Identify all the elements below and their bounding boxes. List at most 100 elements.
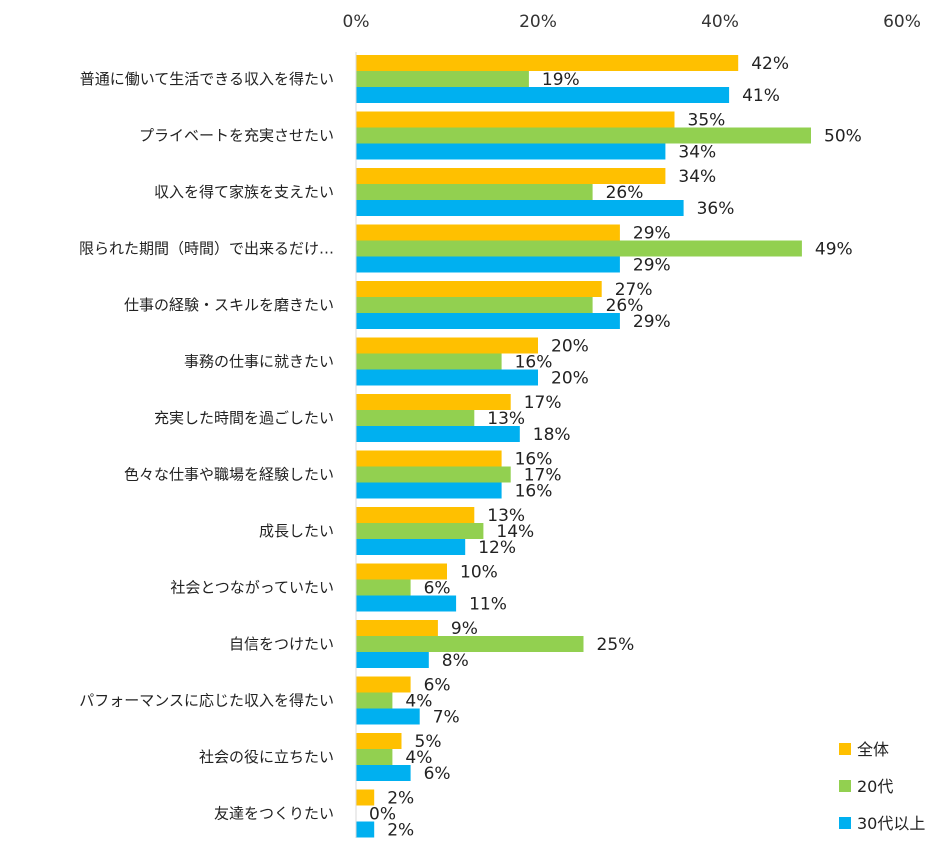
data-label: 35%: [688, 111, 726, 131]
bar-all: [356, 55, 739, 71]
data-label: 0%: [369, 805, 396, 825]
data-label: 8%: [442, 651, 469, 671]
category-label: パフォーマンスに応じた収入を得たい: [79, 692, 334, 710]
data-label: 18%: [533, 425, 571, 445]
bar-all: [356, 563, 447, 580]
bar-all: [356, 789, 375, 806]
category-label: 友達をつくりたい: [214, 805, 334, 823]
category-label: 社会の役に立ちたい: [199, 748, 334, 766]
legend-label: 全体: [857, 740, 889, 759]
data-label: 17%: [524, 466, 562, 486]
bar-20s: [356, 353, 502, 370]
bar-30s-plus: [356, 369, 538, 386]
bar-20s: [356, 579, 411, 596]
legend: 全体 20代 30代以上: [839, 740, 925, 833]
data-label: 26%: [606, 296, 644, 316]
data-label: 10%: [460, 563, 498, 583]
bar-30s-plus: [356, 143, 666, 160]
data-label: 17%: [524, 393, 562, 413]
x-tick-label: 0%: [343, 12, 370, 32]
data-label: 19%: [542, 70, 580, 90]
category-label: 自信をつけたい: [229, 635, 334, 653]
data-label: 29%: [633, 312, 671, 332]
data-label: 4%: [405, 692, 432, 712]
bar-all: [356, 733, 402, 749]
category-label: 仕事の経験・スキルを磨きたい: [124, 296, 334, 314]
data-label: 29%: [633, 224, 671, 244]
data-label: 36%: [697, 199, 735, 219]
bar-all: [356, 224, 620, 241]
x-tick-label: 40%: [701, 12, 739, 32]
bar-all: [356, 620, 438, 636]
category-label: プライベートを充実させたい: [139, 127, 334, 145]
data-label: 41%: [742, 86, 780, 106]
bar-20s: [356, 240, 802, 257]
bar-30s-plus: [356, 765, 411, 781]
legend-label: 20代: [857, 777, 893, 796]
data-label: 29%: [633, 256, 671, 276]
legend-swatch: [839, 817, 851, 829]
bar-30s-plus: [356, 539, 466, 555]
bar-20s: [356, 466, 511, 483]
data-labels: 42%35%34%29%27%20%17%16%13%10%9%6%5%2%19…: [369, 54, 862, 841]
data-label: 2%: [387, 821, 414, 841]
x-tick-label: 60%: [883, 12, 921, 32]
x-tick-label: 20%: [519, 12, 557, 32]
bar-30s-plus: [356, 87, 730, 103]
bar-30s-plus: [356, 595, 457, 612]
bar-all: [356, 168, 666, 184]
category-label: 色々な仕事や職場を経験したい: [124, 466, 334, 484]
bar-20s: [356, 692, 393, 709]
data-label: 6%: [424, 764, 451, 784]
data-label: 16%: [515, 353, 553, 373]
bar-20s: [356, 523, 484, 539]
bar-20s: [356, 297, 593, 313]
bar-20s: [356, 71, 529, 87]
bar-30s-plus: [356, 426, 520, 442]
bar-20s: [356, 636, 584, 652]
category-label: 普通に働いて生活できる収入を得たい: [80, 70, 334, 88]
category-label: 事務の仕事に就きたい: [184, 353, 334, 371]
data-label: 6%: [424, 676, 451, 696]
data-label: 5%: [415, 732, 442, 752]
category-label: 成長したい: [259, 522, 334, 540]
data-label: 42%: [751, 54, 789, 74]
data-label: 13%: [487, 409, 525, 429]
bar-20s: [356, 127, 811, 144]
bars: [356, 55, 811, 838]
data-label: 27%: [615, 280, 653, 300]
x-axis-ticks: 0% 20% 40% 60%: [343, 12, 921, 32]
bar-30s-plus: [356, 652, 429, 668]
data-label: 34%: [678, 167, 716, 187]
bar-20s: [356, 184, 593, 200]
data-label: 20%: [551, 369, 589, 389]
data-label: 25%: [597, 635, 635, 655]
category-label: 収入を得て家族を支えたい: [154, 183, 334, 201]
legend-label: 30代以上: [857, 814, 925, 833]
bar-all: [356, 507, 475, 523]
data-label: 13%: [487, 506, 525, 526]
data-label: 50%: [824, 127, 862, 147]
bar-all: [356, 450, 502, 467]
data-label: 16%: [515, 482, 553, 502]
bar-30s-plus: [356, 708, 420, 725]
bar-30s-plus: [356, 256, 620, 273]
bar-all: [356, 281, 602, 297]
bar-all: [356, 111, 675, 128]
data-label: 2%: [387, 789, 414, 809]
bar-all: [356, 676, 411, 693]
bar-20s: [356, 749, 393, 765]
bar-all: [356, 337, 538, 354]
bar-20s: [356, 410, 475, 426]
legend-swatch: [839, 743, 851, 755]
category-labels: 普通に働いて生活できる収入を得たいプライベートを充実させたい収入を得て家族を支え…: [79, 70, 334, 823]
data-label: 26%: [606, 183, 644, 203]
bar-30s-plus: [356, 313, 620, 329]
legend-swatch: [839, 780, 851, 792]
category-label: 社会とつながっていたい: [170, 579, 334, 597]
bar-30s-plus: [356, 200, 684, 216]
data-label: 16%: [515, 450, 553, 470]
data-label: 12%: [478, 538, 516, 558]
data-label: 20%: [551, 337, 589, 357]
